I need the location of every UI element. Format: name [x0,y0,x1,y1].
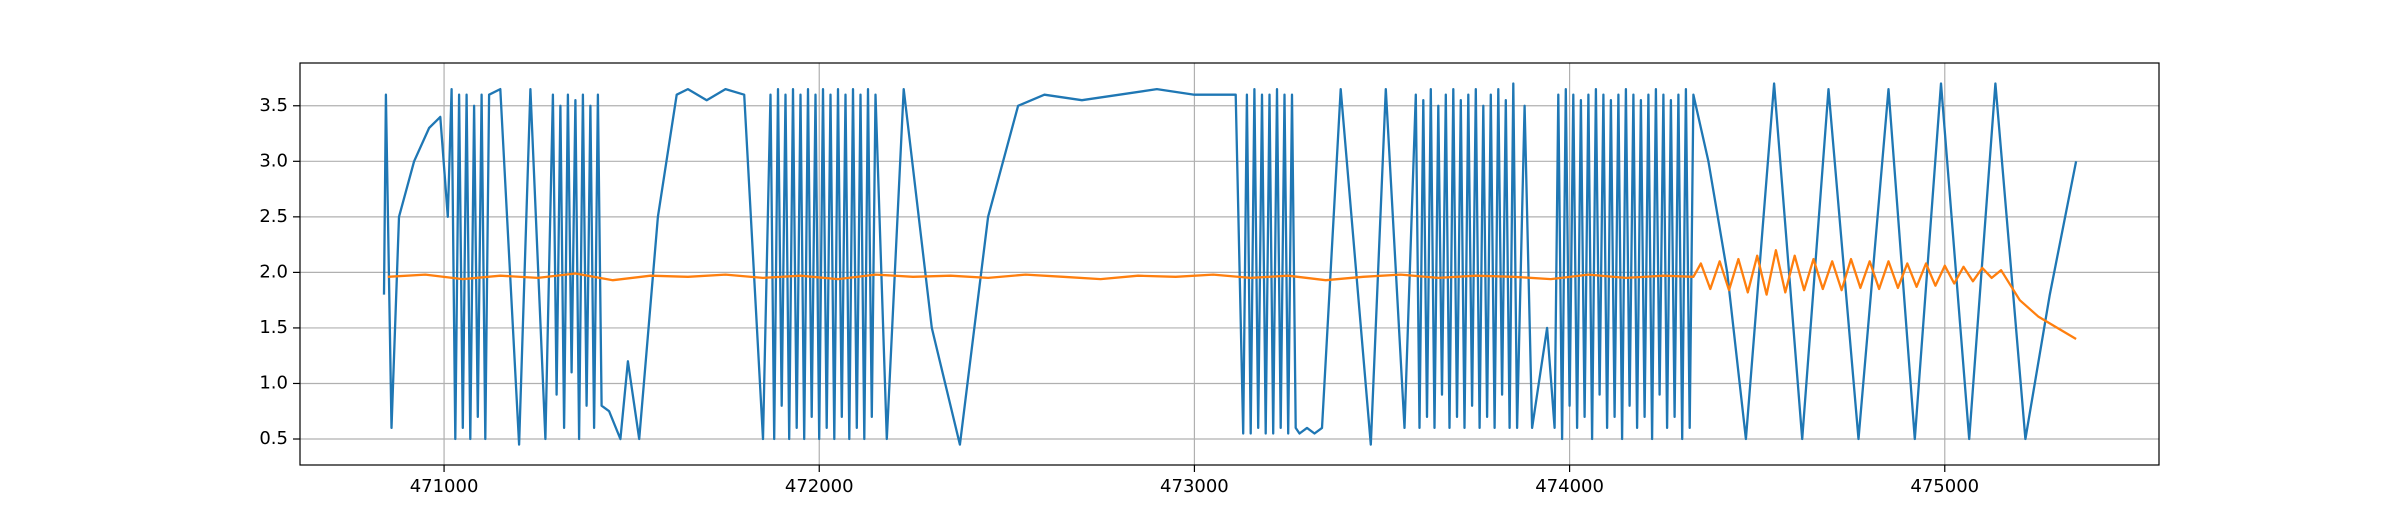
y-tick-label: 2.0 [259,261,288,282]
x-tick-label: 473000 [1160,476,1229,497]
y-tick-label: 1.5 [259,317,288,338]
x-tick-label: 474000 [1535,476,1604,497]
y-tick-label: 3.5 [259,95,288,116]
y-tick-label: 2.5 [259,206,288,227]
plot-frame [299,62,2160,466]
x-tick-label: 471000 [410,476,479,497]
data-line [382,82,2078,446]
y-tick-label: 0.5 [259,428,288,449]
x-tick-label: 472000 [785,476,854,497]
y-tick-label: 1.0 [259,372,288,393]
y-tick-label: 3.0 [259,150,288,171]
data-line [387,249,2077,340]
x-tick-label: 475000 [1910,476,1979,497]
